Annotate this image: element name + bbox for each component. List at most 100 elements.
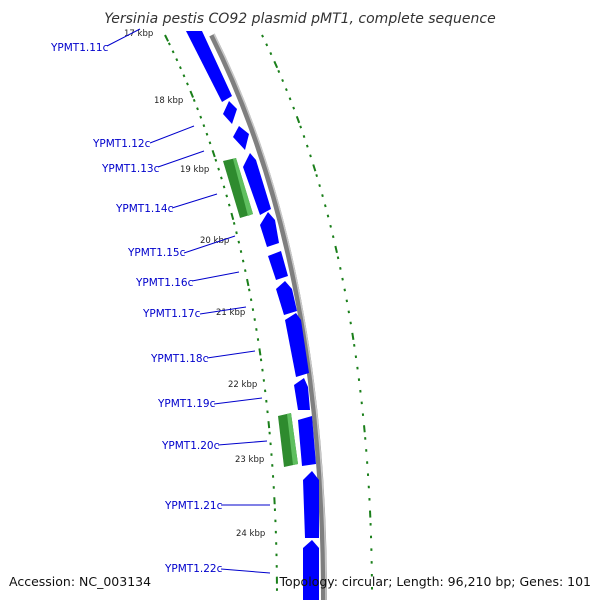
ring-tick bbox=[329, 224, 332, 228]
leader-line bbox=[217, 440, 268, 446]
ring-tick bbox=[339, 266, 342, 270]
leader-line bbox=[183, 235, 236, 254]
gene-label: YPMT1.21c bbox=[164, 500, 223, 512]
leader-line bbox=[206, 350, 256, 359]
ring-tick bbox=[202, 124, 206, 128]
gene-labels bbox=[106, 28, 271, 574]
ring-tick bbox=[334, 245, 338, 254]
ring-tick bbox=[299, 125, 303, 129]
gene-label: YPMT1.14c bbox=[115, 203, 174, 215]
kbp-label: 21 kbp bbox=[216, 308, 245, 318]
cds-feature bbox=[298, 416, 316, 466]
ring-tick bbox=[318, 184, 321, 188]
ring-tick bbox=[295, 115, 301, 124]
ring-tick bbox=[258, 348, 262, 356]
ring-tick bbox=[192, 98, 196, 102]
ring-tick bbox=[265, 43, 269, 47]
ring-tick bbox=[336, 256, 340, 260]
cds-feature bbox=[260, 212, 279, 247]
gene-label: YPMT1.20c bbox=[161, 440, 220, 452]
ring-tick bbox=[237, 240, 241, 244]
kbp-label: 24 kbp bbox=[236, 529, 265, 539]
ring-tick bbox=[246, 278, 250, 287]
ring-tick bbox=[214, 158, 218, 162]
kbp-label: 18 kbp bbox=[154, 96, 183, 106]
cds-feature bbox=[186, 31, 232, 102]
ring-tick bbox=[305, 144, 309, 148]
cds-feature bbox=[223, 101, 237, 124]
cds-feature bbox=[294, 378, 310, 410]
ring-tick bbox=[217, 167, 220, 171]
cds-feature bbox=[303, 471, 319, 538]
ring-tick bbox=[196, 107, 199, 111]
ring-tick bbox=[167, 42, 171, 46]
gene-label: YPMT1.13c bbox=[101, 163, 160, 175]
cds-feature bbox=[268, 251, 288, 280]
gene-label: YPMT1.16c bbox=[135, 277, 194, 289]
ring-tick bbox=[309, 154, 312, 158]
ring-tick bbox=[324, 204, 327, 208]
ring-tick bbox=[363, 425, 366, 433]
other-feature-track bbox=[223, 158, 298, 467]
leader-line bbox=[199, 306, 247, 315]
leader-line bbox=[149, 125, 195, 144]
kbp-label: 20 kbp bbox=[200, 236, 229, 246]
ring-tick bbox=[230, 212, 235, 221]
ring-tick bbox=[244, 269, 247, 273]
ring-tick bbox=[199, 115, 203, 119]
position-tick-ring bbox=[164, 34, 278, 591]
cds-feature bbox=[243, 153, 271, 215]
gene-label: YPMT1.18c bbox=[150, 353, 209, 365]
backbone-circle bbox=[209, 33, 327, 600]
ring-tick bbox=[222, 185, 226, 189]
leader-line bbox=[213, 397, 263, 405]
leader-line bbox=[171, 193, 218, 209]
ring-tick bbox=[315, 174, 318, 178]
ring-tick bbox=[292, 106, 296, 110]
summary-text: Topology: circular; Length: 96,210 bp; G… bbox=[278, 574, 591, 589]
ring-tick bbox=[331, 235, 335, 239]
green-feature-shade bbox=[233, 158, 253, 216]
kbp-scale: 17 kbp 18 kbp 19 kbp 20 kbp 21 kbp 22 kb… bbox=[124, 29, 265, 539]
ring-tick bbox=[273, 60, 279, 69]
ring-tick bbox=[220, 176, 223, 180]
leader-line bbox=[157, 150, 205, 168]
ring-tick bbox=[232, 221, 236, 225]
gene-label: YPMT1.22c bbox=[164, 563, 223, 575]
cds-feature bbox=[303, 540, 319, 600]
gene-label: YPMT1.17c bbox=[142, 308, 201, 320]
accession-text: Accession: NC_003134 bbox=[9, 574, 151, 589]
ring-tick bbox=[267, 421, 271, 429]
leader-line bbox=[106, 28, 141, 47]
cds-feature bbox=[233, 126, 249, 150]
ring-tick bbox=[235, 231, 238, 235]
gene-label: YPMT1.15c bbox=[127, 247, 186, 259]
kbp-label: 17 kbp bbox=[124, 29, 153, 39]
ring-tick bbox=[326, 214, 330, 218]
ring-tick bbox=[182, 74, 186, 78]
ring-tick bbox=[175, 58, 179, 62]
gene-label: YPMT1.19c bbox=[157, 398, 216, 410]
ring-tick bbox=[164, 34, 170, 42]
gc-content-ring bbox=[261, 34, 373, 590]
ring-tick bbox=[205, 132, 209, 136]
ring-tick bbox=[186, 82, 189, 86]
ring-tick bbox=[179, 66, 182, 70]
green-feature-shade bbox=[287, 413, 298, 465]
ring-tick bbox=[302, 135, 306, 139]
ring-tick bbox=[261, 34, 264, 38]
ring-tick bbox=[277, 69, 281, 73]
ring-tick bbox=[241, 259, 245, 263]
ring-tick bbox=[269, 52, 273, 56]
ring-tick bbox=[227, 203, 231, 207]
cds-feature bbox=[276, 281, 297, 315]
leader-line bbox=[220, 568, 271, 574]
kbp-label: 23 kbp bbox=[235, 455, 264, 465]
kbp-label: 22 kbp bbox=[228, 380, 257, 390]
ring-tick bbox=[351, 332, 355, 340]
backbone-highlight bbox=[213, 33, 327, 600]
ring-tick bbox=[208, 141, 212, 145]
ring-tick bbox=[239, 250, 243, 253]
ring-tick bbox=[171, 50, 175, 54]
